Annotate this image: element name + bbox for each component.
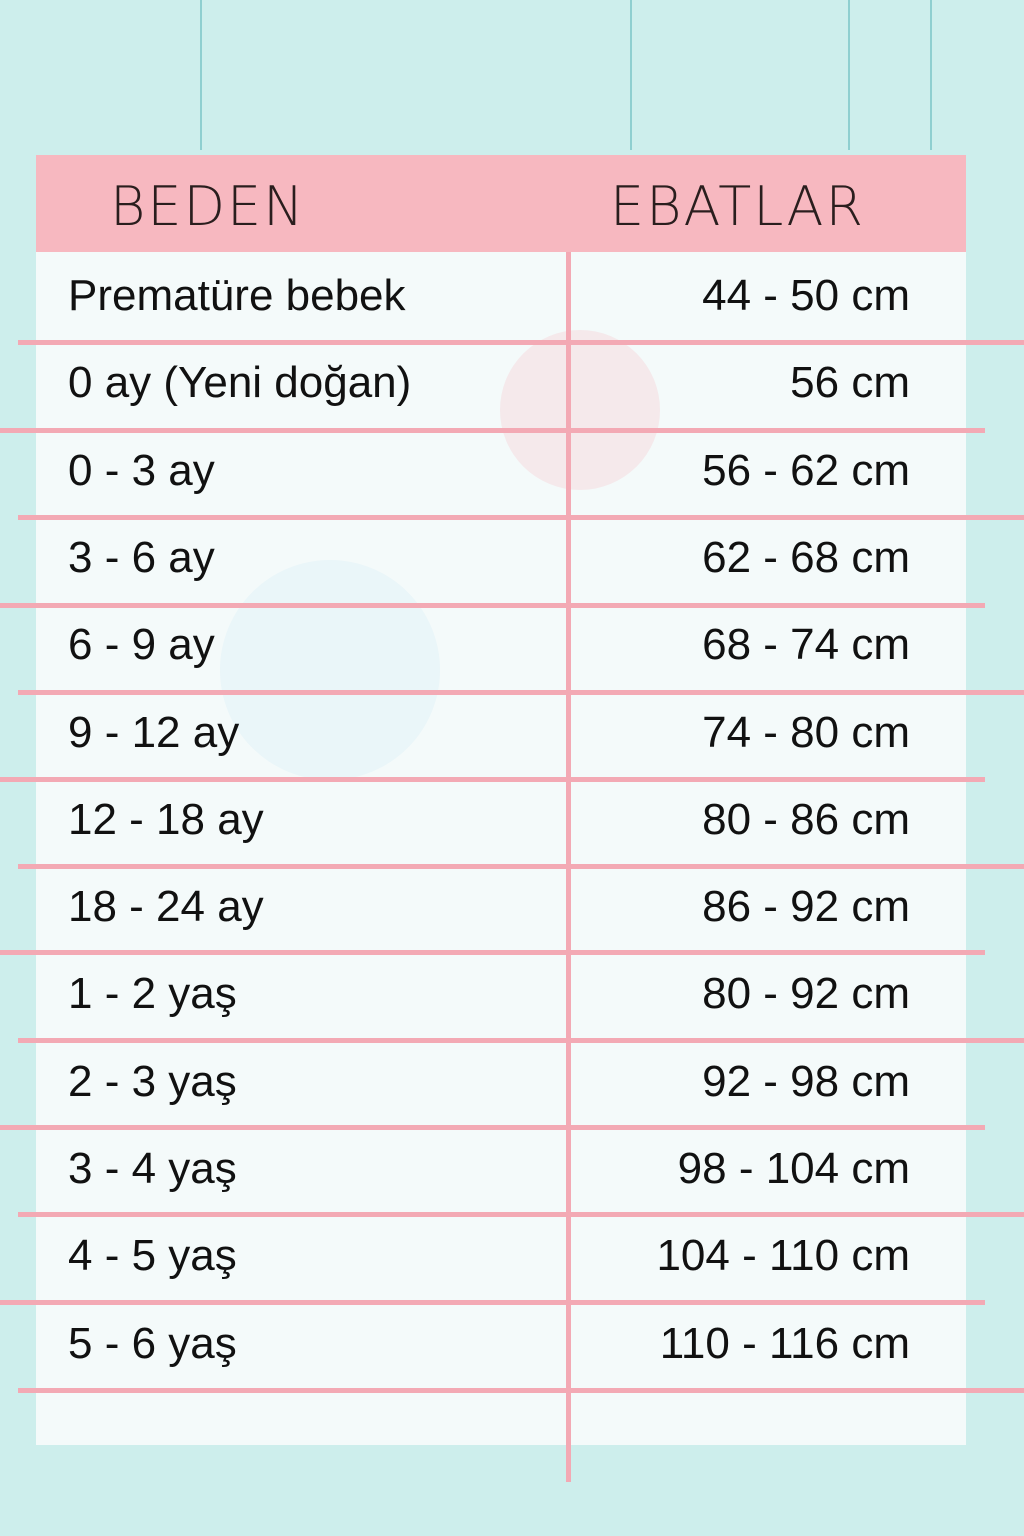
row-divider: [0, 1300, 985, 1305]
row-divider: [0, 428, 985, 433]
row-divider: [0, 777, 985, 782]
row-divider: [0, 950, 985, 955]
size-measure: 56 - 62 cm: [702, 445, 910, 495]
size-measure: 92 - 98 cm: [702, 1056, 910, 1106]
size-measure: 80 - 86 cm: [702, 794, 910, 844]
size-measure: 98 - 104 cm: [677, 1144, 910, 1193]
size-label: 18 - 24 ay: [68, 882, 264, 932]
row-divider: [0, 1125, 985, 1130]
size-table: [36, 155, 966, 1445]
size-measure: 104 - 110 cm: [656, 1231, 910, 1281]
hanging-string: [848, 0, 850, 150]
background-decoration: [500, 330, 660, 490]
size-label: 5 - 6 yaş: [68, 1318, 237, 1368]
size-label: Prematüre bebek: [68, 271, 406, 320]
size-measure: 110 - 116 cm: [659, 1318, 910, 1368]
size-label: 2 - 3 yaş: [68, 1056, 237, 1106]
size-label: 4 - 5 yaş: [68, 1231, 237, 1281]
hanging-string: [200, 0, 202, 150]
row-divider: [18, 690, 1024, 695]
size-measure: 62 - 68 cm: [702, 532, 910, 582]
row-divider: [18, 1388, 1024, 1393]
table-header: [36, 155, 966, 252]
size-measure: 80 - 92 cm: [702, 969, 910, 1019]
size-measure: 56 cm: [790, 358, 910, 408]
hanging-string: [630, 0, 632, 150]
size-measure: 68 - 74 cm: [702, 620, 910, 670]
header-ebatlar: EBATLAR: [610, 175, 865, 238]
size-label: 3 - 4 yaş: [68, 1144, 237, 1193]
row-divider: [18, 340, 1024, 345]
size-measure: 86 - 92 cm: [702, 882, 910, 932]
background-decoration: [220, 560, 440, 780]
size-label: 9 - 12 ay: [68, 707, 240, 757]
size-label: 0 ay (Yeni doğan): [68, 358, 412, 408]
row-divider: [18, 1038, 1024, 1043]
size-label: 1 - 2 yaş: [68, 969, 237, 1019]
header-beden: BEDEN: [110, 175, 306, 238]
row-divider: [18, 515, 1024, 520]
size-measure: 44 - 50 cm: [702, 271, 910, 320]
size-label: 6 - 9 ay: [68, 620, 215, 670]
size-label: 12 - 18 ay: [68, 794, 264, 844]
row-divider: [0, 603, 985, 608]
size-measure: 74 - 80 cm: [702, 707, 910, 757]
hanging-string: [930, 0, 932, 150]
row-divider: [18, 1212, 1024, 1217]
size-label: 3 - 6 ay: [68, 532, 215, 582]
size-label: 0 - 3 ay: [68, 445, 215, 495]
row-divider: [18, 864, 1024, 869]
